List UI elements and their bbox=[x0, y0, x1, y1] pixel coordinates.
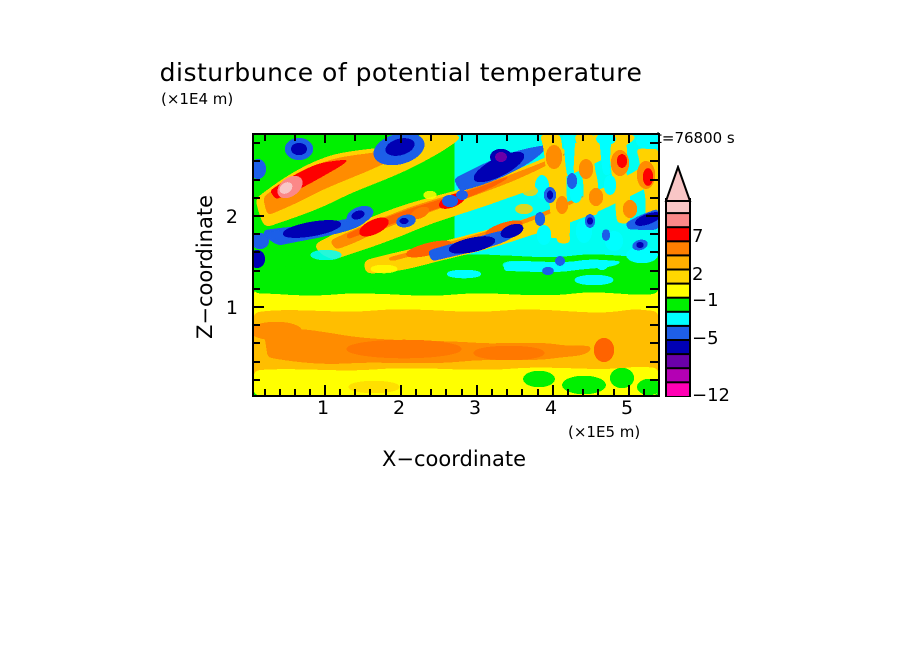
colorbar-band-9 bbox=[665, 324, 691, 342]
x-axis-units-label: (×1E5 m) bbox=[568, 423, 641, 441]
axis-ticks bbox=[252, 133, 658, 395]
colorbar-label-1: 2 bbox=[692, 264, 704, 285]
colorbar bbox=[664, 165, 692, 397]
colorbar-arrow-tip bbox=[664, 165, 692, 202]
colorbar-band-8 bbox=[665, 310, 691, 328]
colorbar-label-3: −5 bbox=[692, 328, 719, 349]
colorbar-band-6 bbox=[665, 282, 691, 300]
colorbar-band-12 bbox=[665, 367, 691, 384]
y-tick-label-1: 1 bbox=[225, 297, 238, 319]
time-label: t=76800 s bbox=[656, 129, 735, 147]
colorbar-band-10 bbox=[665, 339, 691, 356]
colorbar-band-5 bbox=[665, 268, 691, 286]
colorbar-label-4: −12 bbox=[692, 385, 730, 406]
page-title-text: disturbunce of potential temperature bbox=[159, 58, 643, 87]
right-turbulent-zone bbox=[535, 135, 658, 275]
colorbar-band-2 bbox=[665, 226, 691, 243]
colorbar-band-7 bbox=[665, 296, 691, 314]
lower-layer-bands bbox=[254, 284, 658, 395]
upper-wave-region bbox=[254, 135, 658, 275]
x-tick-label-1: 2 bbox=[392, 397, 406, 419]
contour-field bbox=[254, 135, 658, 395]
colorbar-label-0: 7 bbox=[692, 226, 704, 247]
colorbar-band-4 bbox=[665, 254, 691, 272]
contour-plot-area bbox=[252, 133, 660, 397]
y-axis-units-label: (×1E4 m) bbox=[161, 90, 234, 108]
fine-texture bbox=[276, 186, 538, 276]
colorbar-band-13 bbox=[665, 381, 691, 397]
x-tick-label-0: 1 bbox=[316, 397, 330, 419]
x-tick-label-2: 3 bbox=[468, 397, 482, 419]
x-tick-label-3: 4 bbox=[544, 397, 558, 419]
x-tick-label-4: 5 bbox=[620, 397, 634, 419]
y-axis-title: Z−coordinate bbox=[193, 195, 217, 339]
colorbar-band-1 bbox=[665, 212, 691, 229]
colorbar-band-3 bbox=[665, 240, 691, 258]
colorbar-band-11 bbox=[665, 353, 691, 370]
x-axis-title: X−coordinate bbox=[382, 447, 526, 471]
y-tick-label-0: 2 bbox=[225, 206, 238, 228]
colorbar-label-2: −1 bbox=[692, 290, 719, 311]
page-title: disturbunce of potential temperature bbox=[0, 58, 904, 87]
